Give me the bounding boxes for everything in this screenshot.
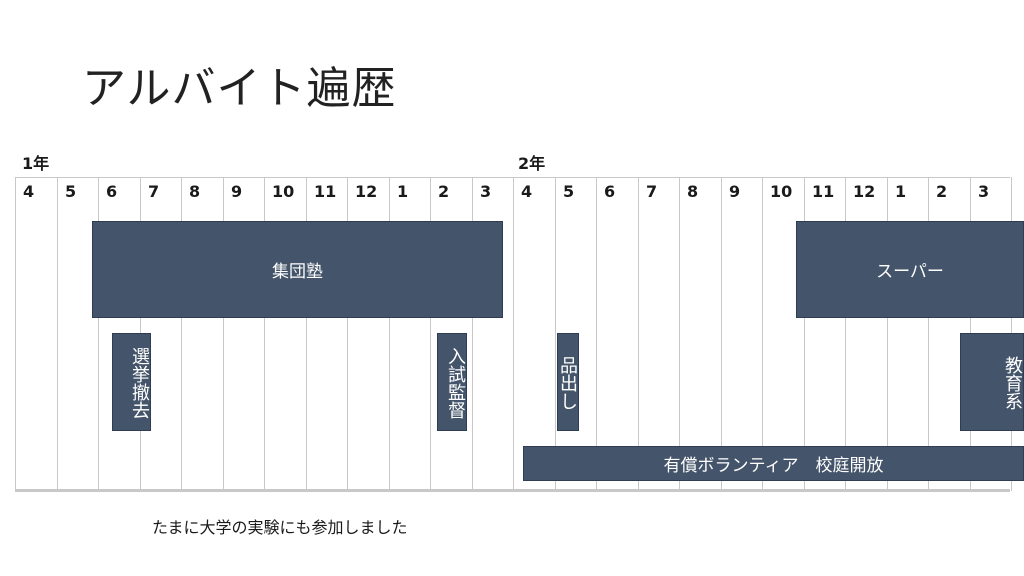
month-label: 6	[106, 182, 118, 201]
grid-column-line	[430, 177, 431, 491]
month-label: 10	[272, 182, 295, 201]
month-label: 12	[853, 182, 876, 201]
month-label: 10	[770, 182, 793, 201]
month-label: 3	[978, 182, 990, 201]
year-1-label: 1年	[22, 154, 50, 173]
grid-column-line	[306, 177, 307, 491]
grid-column-line	[347, 177, 348, 491]
month-label: 5	[65, 182, 77, 201]
page-title: アルバイト遍歴	[82, 63, 397, 114]
grid-column-line	[928, 177, 929, 491]
grid-column-line	[181, 177, 182, 491]
grid-column-line	[804, 177, 805, 491]
grid-column-line	[264, 177, 265, 491]
grid-top-line	[15, 177, 1010, 178]
grid-column-line	[57, 177, 58, 491]
month-label: 6	[604, 182, 616, 201]
job-bar-exam: 入試監督	[437, 333, 467, 431]
grid-column-line	[887, 177, 888, 491]
month-label: 12	[355, 182, 378, 201]
job-bar-election: 選挙撤去	[112, 333, 151, 431]
month-label: 9	[231, 182, 243, 201]
job-bar-stocking: 品出し	[557, 333, 579, 431]
grid-column-line	[679, 177, 680, 491]
month-label: 1	[397, 182, 409, 201]
grid-column-line	[762, 177, 763, 491]
grid-bottom-line	[15, 489, 1010, 492]
grid-column-line	[721, 177, 722, 491]
month-label: 2	[936, 182, 948, 201]
job-bar-juku: 集団塾	[92, 221, 503, 318]
month-label: 7	[148, 182, 160, 201]
grid-column-line	[472, 177, 473, 491]
month-label: 8	[189, 182, 201, 201]
grid-column-line	[555, 177, 556, 491]
grid-column-line	[389, 177, 390, 491]
grid-column-line	[638, 177, 639, 491]
month-label: 8	[687, 182, 699, 201]
grid-column-line	[845, 177, 846, 491]
month-label: 5	[563, 182, 575, 201]
grid-column-line	[15, 177, 16, 491]
footnote: たまに大学の実験にも参加しました	[152, 518, 408, 537]
job-bar-super: スーパー	[796, 221, 1024, 318]
job-bar-education: 教育系	[960, 333, 1024, 431]
month-label: 4	[521, 182, 533, 201]
job-bar-volunteer: 有償ボランティア 校庭開放	[523, 446, 1024, 481]
month-label: 11	[314, 182, 337, 201]
month-label: 7	[646, 182, 658, 201]
grid-column-line	[596, 177, 597, 491]
grid-column-line	[98, 177, 99, 491]
grid-column-line	[223, 177, 224, 491]
month-label: 2	[438, 182, 450, 201]
month-label: 1	[895, 182, 907, 201]
month-label: 9	[729, 182, 741, 201]
month-label: 3	[480, 182, 492, 201]
month-label: 11	[812, 182, 835, 201]
grid-column-line	[513, 177, 514, 491]
month-label: 4	[23, 182, 35, 201]
year-2-label: 2年	[518, 154, 546, 173]
